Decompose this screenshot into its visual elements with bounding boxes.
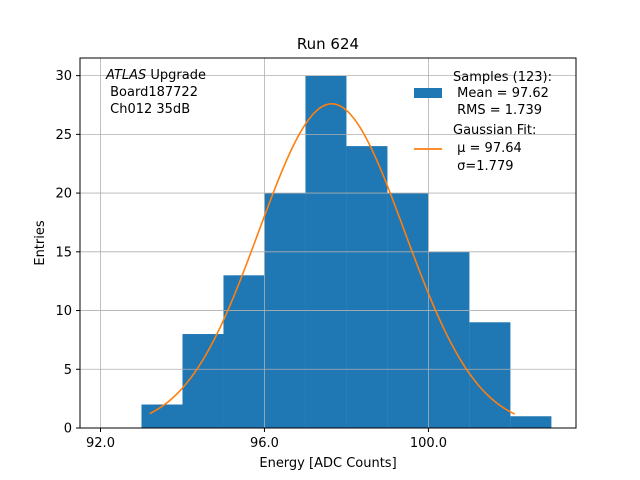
- legend-histogram-swatch: [414, 88, 442, 98]
- x-tick-label: 100.0: [410, 436, 447, 451]
- y-tick-label: 0: [64, 422, 72, 437]
- y-tick-label: 20: [55, 187, 72, 202]
- x-axis-ticks: 92.0 96.0 100.0: [86, 428, 447, 451]
- y-axis-label: Entries: [33, 220, 48, 266]
- histogram-bar: [223, 275, 265, 428]
- legend-mean: Mean = 97.62: [453, 86, 549, 101]
- y-tick-label: 15: [55, 245, 72, 260]
- annotation-line-3: Ch012 35dB: [106, 102, 190, 117]
- histogram-bar: [510, 416, 552, 428]
- histogram-bar: [346, 146, 388, 428]
- y-axis-ticks: 0 5 10 15 20 25 30: [55, 69, 80, 437]
- x-tick-label: 92.0: [86, 436, 115, 451]
- y-tick-label: 10: [55, 304, 72, 319]
- annotation-line-1: ATLAS Upgrade: [105, 68, 206, 83]
- histogram-bar: [141, 404, 183, 428]
- legend-rms: RMS = 1.739: [453, 103, 542, 118]
- legend-samples-title: Samples (123):: [453, 70, 552, 85]
- chart-title: Run 624: [297, 35, 359, 53]
- legend-fit-sigma: σ=1.779: [453, 159, 513, 174]
- legend-fit-title: Gaussian Fit:: [453, 123, 536, 138]
- gaussian-fit-curve: [149, 103, 515, 415]
- plot-frame: [79, 57, 577, 429]
- y-tick-label: 5: [64, 363, 72, 378]
- x-axis-label: Energy [ADC Counts]: [259, 456, 396, 471]
- atlas-annotation: ATLAS Upgrade Board187722 Ch012 35dB: [105, 68, 206, 117]
- annotation-line-2: Board187722: [106, 85, 198, 100]
- legend-fit-mu: μ = 97.64: [453, 141, 522, 156]
- y-tick-label: 30: [55, 69, 72, 84]
- x-tick-label: 96.0: [250, 436, 279, 451]
- annotation-upgrade: Upgrade: [146, 68, 206, 83]
- legend: Samples (123): Mean = 97.62 RMS = 1.739 …: [414, 70, 552, 174]
- histogram-bar: [469, 322, 511, 428]
- annotation-atlas: ATLAS: [105, 68, 146, 83]
- y-tick-label: 25: [55, 128, 72, 143]
